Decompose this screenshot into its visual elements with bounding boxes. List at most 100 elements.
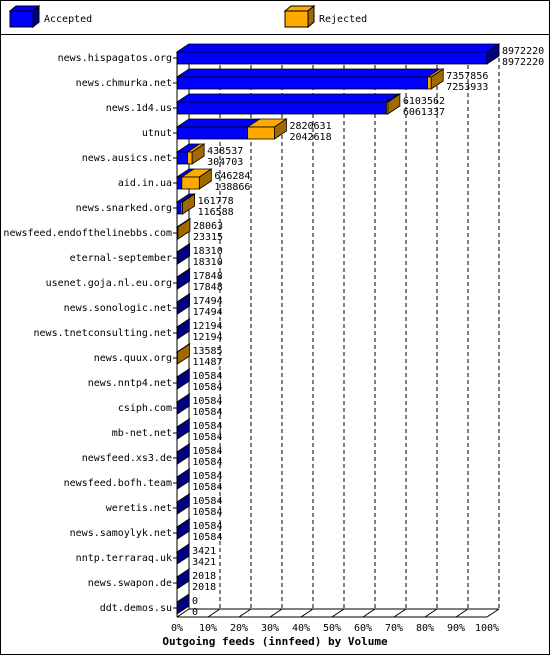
accepted-label: 23315 [193,232,223,243]
total-label: 12194 [192,321,222,332]
total-label: 10584 [192,496,222,507]
x-tick-label: 30% [261,623,279,634]
y-tick-label: news.nntp4.net [88,378,172,389]
y-tick-label: newsfeed.endofthelinebbs.com [3,228,172,239]
bar-side [176,443,190,465]
total-label: 646284 [214,171,250,182]
accepted-label: 10584 [192,507,222,518]
bar-side [176,368,190,390]
accepted-label: 8972220 [502,57,544,68]
total-label: 438537 [207,146,243,157]
y-tick-label: aid.in.ua [118,178,172,189]
bar-front [176,176,183,190]
bar-side [177,318,190,340]
bar-front [176,51,488,65]
x-tick-label: 60% [354,623,372,634]
bar-side [177,218,191,240]
total-label: 28063 [193,221,223,232]
bar-front [176,201,182,215]
accepted-label: 10584 [192,532,222,543]
y-tick-label: utnut [142,128,172,139]
bar-front [427,76,432,90]
bar-side [486,43,500,65]
accepted-label: 10584 [192,432,222,443]
x-tick-label: 90% [447,623,465,634]
accepted-label: 116588 [198,207,234,218]
bar-segment [175,118,261,140]
bar-side [177,243,191,265]
accepted-label: 12194 [192,332,222,343]
x-tick [176,608,190,618]
x-tick-label: 0% [171,623,183,634]
y-tick-label: nntp.terraraq.uk [76,553,172,564]
y-tick-label: news.chmurka.net [76,78,172,89]
total-label: 10584 [192,371,222,382]
y-tick-label: newsfeed.xs3.de [82,453,172,464]
legend-swatch [283,4,316,29]
total-label: 6103562 [403,96,445,107]
accepted-label: 0 [192,607,198,618]
x-tick [300,608,314,618]
y-tick-label: ddt.demos.su [100,603,172,614]
bar-side [430,68,444,90]
bar-side [176,593,190,615]
x-tick-label: 50% [323,623,341,634]
bar-segment [175,68,441,90]
legend-label: Rejected [319,14,367,25]
bar-front [176,151,188,165]
y-tick-label: news.hispagatos.org [58,53,172,64]
y-tick-label: weretis.net [106,503,172,514]
y-tick-label: news.quux.org [94,353,172,364]
accepted-label: 17848 [193,282,223,293]
total-label: 2018 [192,571,216,582]
bar-segment [175,43,501,65]
bar-top [175,68,441,78]
accepted-label: 138866 [214,182,250,193]
bar-side [176,568,190,590]
legend-label: Accepted [44,14,92,25]
x-tick [331,608,345,618]
accepted-label: 304703 [207,157,243,168]
y-tick-label: news.samoylyk.net [70,528,172,539]
total-label: 17848 [193,271,223,282]
accepted-label: 10584 [192,482,222,493]
total-label: 10584 [192,421,222,432]
bar-front [176,76,429,90]
x-tick [393,608,407,618]
x-axis-title: Outgoing feeds (innfeed) by Volume [162,635,388,648]
x-tick [362,608,376,618]
x-tick [486,608,500,618]
accepted-label: 2018 [192,582,216,593]
bar-side [176,468,190,490]
accepted-label: 18310 [193,257,223,268]
accepted-label: 6061337 [403,107,445,118]
bar-side [177,268,191,290]
bar-side [274,118,287,140]
accepted-label: 10584 [192,407,222,418]
total-label: 8972220 [502,46,544,57]
legend-swatch [8,4,41,29]
y-tick-label: news.ausics.net [82,153,172,164]
bar-side [176,518,190,540]
bar-front [187,151,193,165]
accepted-label: 3421 [192,557,216,568]
bar-side [176,543,190,565]
accepted-label: 7253933 [446,82,488,93]
total-label: 18310 [193,246,223,257]
x-tick-label: 70% [385,623,403,634]
y-tick-label: mb-net.net [112,428,172,439]
x-tick-label: 100% [475,623,499,634]
x-tick-label: 10% [199,623,217,634]
y-tick-label: news.1d4.us [106,103,172,114]
y-tick-label: news.swapon.de [88,578,172,589]
accepted-label: 10584 [192,457,222,468]
x-tick [238,608,252,618]
x-tick [455,608,469,618]
bar-side [387,93,401,115]
bar-side [191,143,205,165]
y-tick-label: news.tnetconsulting.net [34,328,172,339]
y-tick-label: eternal-september [70,253,172,264]
x-tick-label: 20% [230,623,248,634]
